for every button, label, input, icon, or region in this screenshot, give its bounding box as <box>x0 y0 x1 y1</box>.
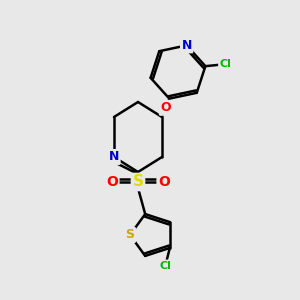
Text: O: O <box>160 101 171 114</box>
Text: N: N <box>109 151 119 164</box>
Text: Cl: Cl <box>160 261 172 271</box>
Text: O: O <box>158 175 170 189</box>
Text: N: N <box>182 39 192 52</box>
Text: S: S <box>125 229 134 242</box>
Text: S: S <box>133 175 143 190</box>
Text: O: O <box>106 175 118 189</box>
Text: Cl: Cl <box>220 59 231 69</box>
